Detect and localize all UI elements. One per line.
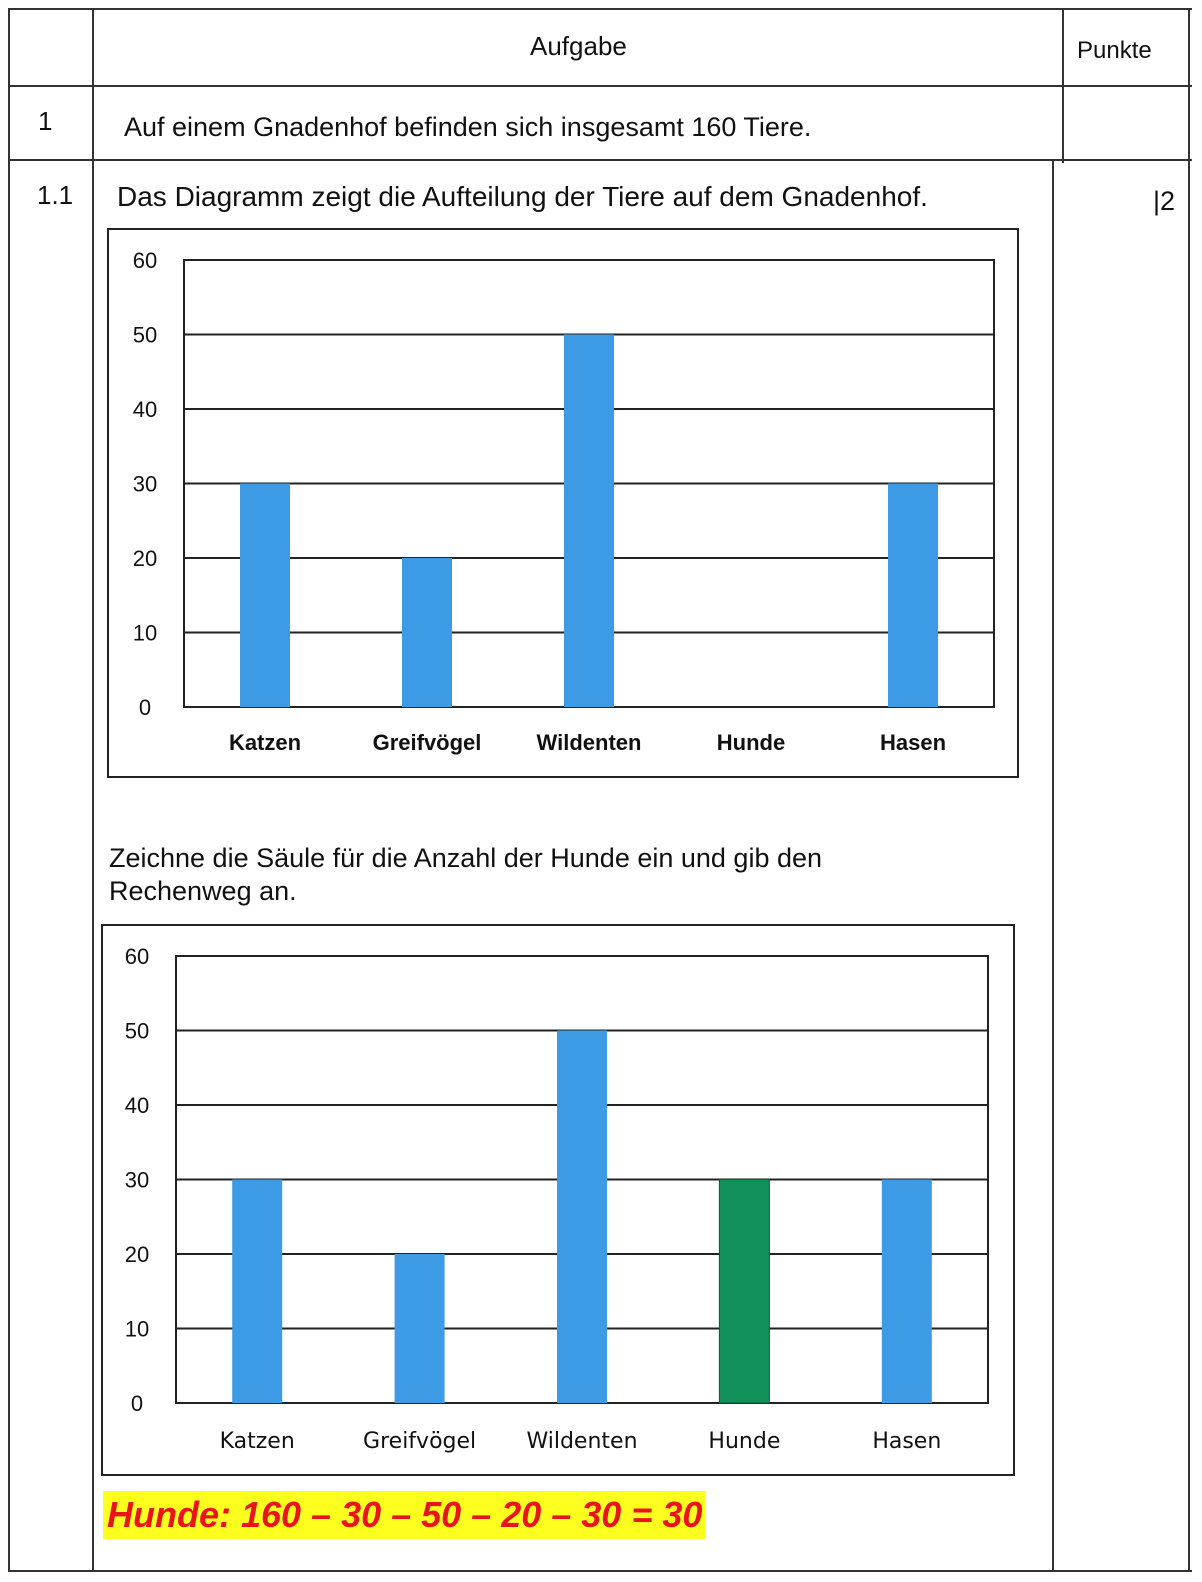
- y-tick-label: 60: [125, 944, 149, 969]
- chart-solution-svg: 0 10 20 30 40 50 60 Katzen Greifvögel Wildenten Hu…: [125, 944, 989, 1454]
- y-tick-label: 20: [133, 546, 157, 571]
- table-right-border: [1188, 8, 1190, 1572]
- bar-wildenten: [557, 1030, 607, 1403]
- header-divider: [8, 85, 1192, 87]
- y-tick-label: 50: [133, 323, 157, 348]
- x-category-label: Katzen: [220, 1429, 295, 1454]
- y-tick-label: 0: [131, 1391, 143, 1416]
- bar-katzen: [240, 483, 290, 707]
- header-aufgabe: Aufgabe: [530, 31, 627, 61]
- answer-calculation: Hunde: 160 – 30 – 50 – 20 – 30 = 30: [103, 1491, 707, 1539]
- header-punkte: Punkte: [1077, 37, 1152, 64]
- bar-greifvögel: [402, 558, 452, 707]
- chart-given-svg: 0 10 20 30 40 50 60 Katzen Greifvögel Wildenten Hu…: [133, 248, 995, 755]
- y-tick-label: 50: [125, 1019, 149, 1044]
- chart-solution: 0 10 20 30 40 50 60 Katzen Greifvögel Wildenten Hu…: [101, 924, 1015, 1476]
- y-tick-label: 40: [125, 1093, 149, 1118]
- points-column-divider-lower: [1052, 160, 1054, 1572]
- x-category-label: Hasen: [872, 1429, 941, 1454]
- x-category-label: Hunde: [708, 1429, 780, 1454]
- y-tick-label: 30: [133, 472, 157, 497]
- task1-text: Auf einem Gnadenhof befinden sich insges…: [124, 112, 812, 142]
- y-tick-label: 40: [133, 397, 157, 422]
- y-tick-label: 60: [133, 248, 157, 273]
- table-bottom-border: [8, 1570, 1192, 1572]
- x-category-label: Greifvögel: [373, 730, 482, 755]
- task1-1-instruction-line1: Zeichne die Säule für die Anzahl der Hun…: [109, 843, 823, 873]
- x-category-label: Greifvögel: [363, 1429, 476, 1454]
- bar-wildenten: [564, 334, 614, 707]
- task1-number: 1: [38, 106, 53, 136]
- bar-katzen: [232, 1179, 283, 1403]
- x-category-label: Katzen: [229, 730, 301, 755]
- task1-1-instruction-line2: Rechenweg an.: [109, 876, 297, 906]
- x-category-label: Wildenten: [537, 730, 642, 755]
- chart-given: 0 10 20 30 40 50 60 Katzen Greifvögel Wildenten Hu…: [107, 228, 1019, 778]
- task1-1-number: 1.1: [37, 180, 74, 210]
- number-column-divider: [92, 8, 94, 1572]
- task1-1-intro: Das Diagramm zeigt die Aufteilung der Ti…: [117, 181, 928, 212]
- x-category-label: Hasen: [880, 730, 946, 755]
- y-tick-label: 0: [139, 695, 151, 720]
- y-tick-label: 10: [125, 1317, 149, 1342]
- points-column-divider: [1062, 8, 1064, 163]
- x-category-label: Wildenten: [526, 1429, 637, 1454]
- y-tick-label: 10: [133, 621, 157, 646]
- task1-1-points: |2: [1153, 186, 1176, 216]
- y-tick-label: 30: [125, 1168, 149, 1193]
- table-top-border: [8, 8, 1192, 10]
- row1-divider: [8, 159, 1192, 161]
- bar-greifvögel: [394, 1254, 445, 1403]
- y-tick-label: 20: [125, 1242, 149, 1267]
- bar-hasen: [888, 483, 938, 707]
- table-left-border: [8, 8, 10, 1572]
- x-category-label: Hunde: [717, 730, 785, 755]
- bar-hunde: [718, 1179, 770, 1404]
- bar-hasen: [881, 1179, 932, 1403]
